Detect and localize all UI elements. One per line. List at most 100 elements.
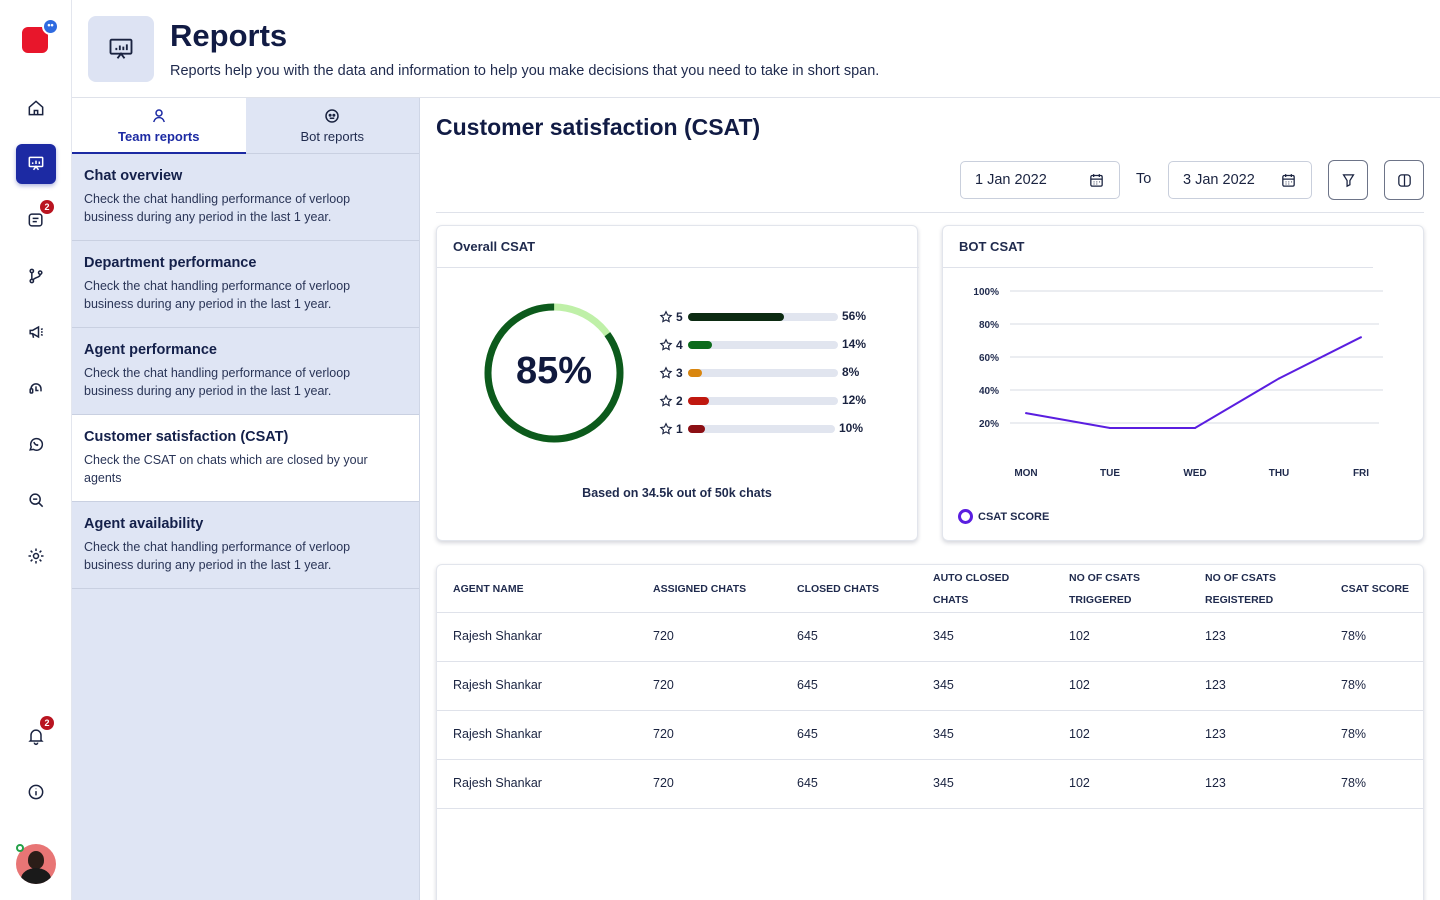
- table-cell: 123: [1205, 629, 1226, 643]
- column-header[interactable]: AUTO CLOSED CHATS: [933, 567, 1009, 611]
- rating-stars-value: 2: [676, 394, 683, 408]
- date-range-to-label: To: [1136, 171, 1152, 187]
- notifications-nav-button[interactable]: 2: [16, 716, 56, 756]
- report-item-agent-availability[interactable]: Agent availability Check the chat handli…: [72, 502, 419, 589]
- report-item-description: Check the chat handling performance of v…: [84, 279, 351, 311]
- end-date-picker[interactable]: 3 Jan 2022: [1168, 161, 1312, 199]
- table-row[interactable]: Rajesh Shankar 720 645 345 102 123 78%: [437, 760, 1423, 809]
- routing-nav-button[interactable]: [16, 256, 56, 296]
- whatsapp-icon: [29, 437, 44, 451]
- column-header[interactable]: AGENT NAME: [453, 578, 524, 600]
- rating-stars-value: 3: [676, 366, 683, 380]
- filter-icon: [1341, 173, 1355, 187]
- column-header-text: CSAT SCORE: [1341, 583, 1410, 595]
- report-item-department-performance[interactable]: Department performance Check the chat ha…: [72, 241, 419, 328]
- report-item-customer-satisfaction[interactable]: Customer satisfaction (CSAT) Check the C…: [72, 415, 419, 502]
- legend-marker: [958, 509, 973, 524]
- report-tabs: Team reports Bot reports: [72, 98, 419, 154]
- layout-toggle-button[interactable]: [1384, 160, 1424, 200]
- table-cell: 123: [1205, 727, 1226, 741]
- report-item-title: Agent availability: [84, 516, 204, 532]
- tab-label: Bot reports: [300, 129, 365, 144]
- navigation-rail: •• 2 2: [0, 0, 72, 900]
- campaigns-nav-button[interactable]: [16, 312, 56, 352]
- conversations-nav-button[interactable]: 2: [16, 200, 56, 240]
- search-chats-nav-button[interactable]: [16, 480, 56, 520]
- y-tick-label: 20%: [979, 419, 999, 430]
- whatsapp-nav-button[interactable]: [16, 424, 56, 464]
- rating-bar-fill: [688, 369, 702, 377]
- column-header-text: TRIGGERED: [1069, 594, 1132, 606]
- column-header[interactable]: ASSIGNED CHATS: [653, 578, 746, 600]
- info-nav-button[interactable]: [16, 772, 56, 812]
- table-cell: 720: [653, 727, 674, 741]
- reports-sidebar: Team reports Bot reports Chat overview C…: [72, 98, 420, 900]
- home-nav-button[interactable]: [16, 88, 56, 128]
- x-tick-label: TUE: [1100, 468, 1120, 479]
- overall-csat-score: 85%: [515, 350, 593, 392]
- gauge-progress-arc: [484, 303, 624, 443]
- x-tick-label: MON: [1014, 468, 1037, 479]
- table-row[interactable]: Rajesh Shankar 720 645 345 102 123 78%: [437, 613, 1423, 662]
- rating-percent: 12%: [842, 393, 867, 407]
- bot-csat-card: BOT CSAT: [942, 225, 1424, 541]
- rating-percent: 56%: [842, 309, 867, 323]
- settings-nav-button[interactable]: [16, 536, 56, 576]
- support-nav-button[interactable]: [16, 368, 56, 408]
- table-cell: 102: [1069, 629, 1090, 643]
- branch-icon: [29, 268, 43, 284]
- tab-team-reports[interactable]: Team reports: [72, 98, 246, 154]
- reports-nav-button[interactable]: [16, 144, 56, 184]
- table-cell: 345: [933, 727, 954, 741]
- column-header[interactable]: NO OF CSATS REGISTERED: [1205, 567, 1276, 611]
- column-header[interactable]: CLOSED CHATS: [797, 578, 879, 600]
- bot-icon: [325, 109, 339, 123]
- column-header[interactable]: NO OF CSATS TRIGGERED: [1069, 567, 1140, 611]
- data-point-thu: [1278, 377, 1280, 380]
- table-cell: 345: [933, 776, 954, 790]
- online-status-dot: [16, 844, 24, 852]
- start-date-picker[interactable]: 1 Jan 2022: [960, 161, 1120, 199]
- table-cell: 720: [653, 776, 674, 790]
- avatar-body-shape: [21, 868, 51, 884]
- table-row[interactable]: Rajesh Shankar 720 645 345 102 123 78%: [437, 711, 1423, 760]
- info-icon: [28, 784, 44, 800]
- tab-bot-reports[interactable]: Bot reports: [245, 98, 419, 154]
- filter-button[interactable]: [1328, 160, 1368, 200]
- column-header-text: NO OF CSATS: [1069, 572, 1140, 584]
- report-item-chat-overview[interactable]: Chat overview Check the chat handling pe…: [72, 154, 419, 241]
- column-header[interactable]: CSAT SCORE: [1341, 578, 1409, 600]
- data-point-mon: [1025, 412, 1027, 415]
- y-tick-label: 60%: [979, 353, 999, 364]
- table-cell: Rajesh Shankar: [453, 727, 542, 741]
- y-tick-label: 100%: [973, 287, 999, 298]
- message-list-icon: [28, 213, 43, 227]
- card-divider: [943, 267, 1373, 268]
- legend-label: CSAT SCORE: [978, 510, 1050, 523]
- rating-bar-fill: [688, 313, 784, 321]
- report-item-agent-performance[interactable]: Agent performance Check the chat handlin…: [72, 328, 419, 415]
- csat-gauge-ring: [484, 303, 624, 443]
- megaphone-icon: [29, 325, 44, 339]
- column-header-text: ASSIGNED CHATS: [653, 583, 747, 595]
- overall-csat-card: Overall CSAT: [436, 225, 919, 541]
- tab-label: Team reports: [118, 128, 200, 144]
- person-icon: [152, 108, 165, 122]
- table-cell: 345: [933, 629, 954, 643]
- table-cell: 78%: [1341, 727, 1367, 741]
- rating-row-5-star: 5 56%: [659, 308, 866, 326]
- report-item-description: Check the CSAT on chats which are closed…: [84, 453, 368, 485]
- card-divider: [437, 267, 919, 268]
- avatar-head-shape: [28, 851, 44, 869]
- report-title: Customer satisfaction (CSAT): [436, 114, 761, 140]
- calendar-icon: [1282, 173, 1295, 187]
- based-on-note: Based on 34.5k out of 50k chats: [582, 486, 772, 500]
- table-cell: 645: [797, 629, 818, 643]
- columns-icon: [1397, 173, 1411, 187]
- table-row[interactable]: Rajesh Shankar 720 645 345 102 123 78%: [437, 662, 1423, 711]
- x-tick-label: THU: [1269, 468, 1290, 479]
- column-header-text: NO OF CSATS: [1205, 572, 1276, 584]
- column-header-text: AGENT NAME: [453, 583, 524, 595]
- page-title: Reports: [170, 18, 288, 53]
- table-cell: 123: [1205, 776, 1226, 790]
